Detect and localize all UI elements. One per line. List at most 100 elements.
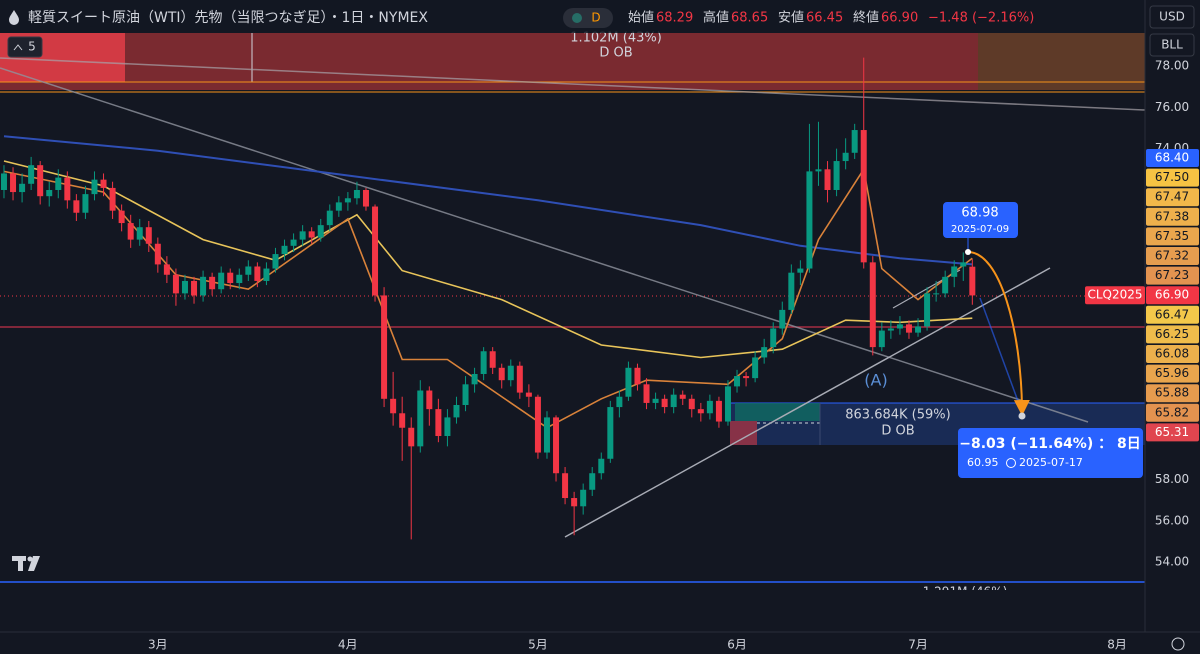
settings-icon[interactable] bbox=[1171, 637, 1185, 651]
trend-line bbox=[0, 57, 1146, 111]
candle-body bbox=[200, 276, 207, 296]
candle-body bbox=[362, 189, 369, 207]
candle-body bbox=[245, 266, 252, 275]
candle-body bbox=[0, 173, 7, 190]
candle-body bbox=[516, 365, 523, 393]
candle-body bbox=[426, 390, 433, 410]
y-tick-label: 56.00 bbox=[1155, 513, 1189, 527]
price-label-bg bbox=[1146, 227, 1199, 246]
candle-body bbox=[824, 169, 831, 190]
candle-body bbox=[73, 200, 80, 213]
price-label: 65.88 bbox=[1155, 386, 1189, 400]
candle-body bbox=[100, 179, 107, 188]
ohlc-legend: 始値 68.29 高値 68.65 安値 66.45 終値 66.90 −1.48 (−2.16… bbox=[628, 10, 1034, 26]
symbol-label: CLQ2025 bbox=[1087, 288, 1142, 302]
candle-body bbox=[942, 276, 949, 294]
candle-body bbox=[335, 202, 342, 211]
high-point bbox=[965, 249, 971, 255]
candle-body bbox=[896, 324, 903, 329]
candle-body bbox=[353, 189, 360, 199]
candle-body bbox=[399, 413, 406, 428]
candle-body bbox=[833, 161, 840, 190]
candle-body bbox=[326, 210, 333, 226]
candle-body bbox=[679, 394, 686, 399]
candle-body bbox=[915, 326, 922, 333]
price-label-bg bbox=[1146, 168, 1199, 187]
candle-body bbox=[571, 498, 578, 507]
price-label-bg bbox=[1146, 423, 1199, 442]
unit-button[interactable] bbox=[1149, 33, 1195, 57]
projection-date: 2025-07-17 bbox=[1019, 456, 1083, 469]
candle-body bbox=[752, 357, 759, 379]
currency-button[interactable] bbox=[1149, 5, 1195, 29]
candle-body bbox=[236, 274, 243, 284]
price-change: −1.48 (−2.16%) bbox=[928, 11, 1034, 26]
candle-body bbox=[82, 194, 89, 213]
candle-body bbox=[489, 351, 496, 368]
candle-body bbox=[860, 130, 867, 263]
candle-body bbox=[163, 264, 170, 275]
interval-badge[interactable]: D bbox=[591, 11, 600, 25]
candle-body bbox=[136, 227, 143, 240]
price-label: 66.90 bbox=[1155, 288, 1189, 302]
price-label: 65.96 bbox=[1155, 366, 1189, 380]
candle-body bbox=[46, 189, 53, 197]
candle-body bbox=[670, 394, 677, 408]
candle-body bbox=[10, 173, 17, 193]
ohlc-label: 終値 bbox=[853, 10, 879, 26]
ohlc-value: 68.29 bbox=[656, 11, 693, 26]
projection-price: 60.95 bbox=[967, 456, 999, 469]
candle-body bbox=[770, 328, 777, 348]
candle-body bbox=[290, 239, 297, 246]
candle-body bbox=[118, 210, 125, 224]
candle-body bbox=[145, 227, 152, 244]
candle-body bbox=[453, 405, 460, 418]
price-label-bg bbox=[1146, 266, 1199, 285]
price-label: 67.32 bbox=[1155, 249, 1189, 263]
symbol-label-bg bbox=[1085, 286, 1145, 305]
x-tick-label: 6月 bbox=[727, 638, 747, 652]
price-label: 67.35 bbox=[1155, 229, 1189, 243]
moving-average bbox=[3, 160, 973, 359]
candle-body bbox=[743, 376, 750, 379]
candle-body bbox=[761, 347, 768, 358]
price-label-bg bbox=[1146, 286, 1199, 305]
symbol-icon bbox=[9, 10, 19, 25]
candle-body bbox=[598, 458, 605, 474]
projection-point bbox=[1018, 412, 1026, 420]
ohlc-label: 高値 bbox=[703, 10, 729, 26]
candle-body bbox=[525, 392, 532, 397]
candle-body bbox=[951, 266, 958, 277]
y-tick-label: 76.00 bbox=[1155, 100, 1189, 114]
candle-body bbox=[227, 272, 234, 284]
candle-body bbox=[697, 409, 704, 414]
projection-line bbox=[979, 297, 1023, 413]
candle-body bbox=[842, 152, 849, 162]
logo bbox=[12, 556, 40, 571]
candle-body bbox=[806, 171, 813, 269]
projection-arrow bbox=[967, 251, 1030, 416]
x-tick-label: 5月 bbox=[528, 638, 548, 652]
price-label-bg bbox=[1146, 207, 1199, 226]
symbol-title[interactable]: 軽質スイート原油（WTI）先物（当限つなぎ足）・1日・NYMEX bbox=[28, 10, 428, 26]
candle-body bbox=[254, 266, 261, 281]
x-tick-label: 4月 bbox=[338, 638, 358, 652]
chevron-icon bbox=[13, 44, 23, 51]
candle-body bbox=[878, 330, 885, 348]
clock-icon bbox=[1006, 458, 1016, 468]
candle-body bbox=[543, 417, 550, 453]
candle-body bbox=[28, 165, 35, 184]
price-label: 67.23 bbox=[1155, 268, 1189, 282]
price-label-bg bbox=[1146, 403, 1199, 422]
candle-body bbox=[209, 276, 216, 290]
price-label: 67.47 bbox=[1155, 190, 1189, 204]
candle-body bbox=[715, 400, 722, 422]
indicator-toggle[interactable] bbox=[7, 36, 43, 58]
candle-body bbox=[643, 384, 650, 403]
candle-body bbox=[625, 367, 632, 397]
candle-body bbox=[444, 417, 451, 437]
candle-body bbox=[706, 400, 713, 414]
ob-volume: 863.684K (59%) bbox=[845, 408, 950, 423]
